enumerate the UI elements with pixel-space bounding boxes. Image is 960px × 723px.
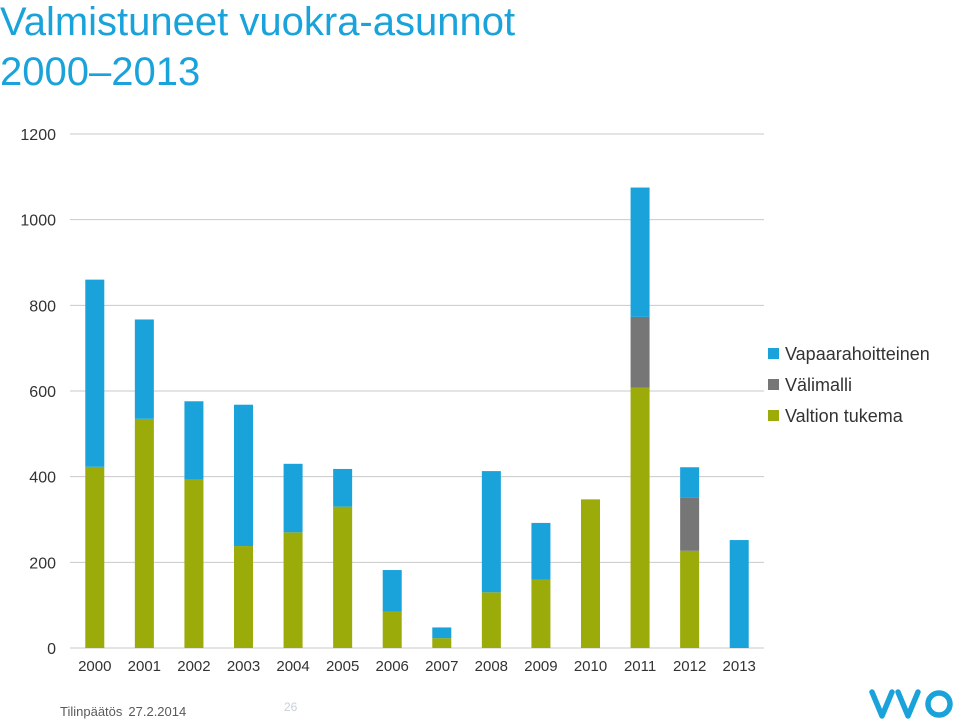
bar-segment <box>481 592 501 648</box>
y-tick-label: 600 <box>29 384 56 401</box>
bar-segment <box>432 627 452 639</box>
gridlines <box>70 133 764 649</box>
legend-label: Vapaarahoitteinen <box>785 344 930 364</box>
bar-segment <box>630 387 650 648</box>
bars <box>85 187 749 648</box>
bar-segment <box>481 471 501 593</box>
bar-segment <box>85 279 105 467</box>
legend-swatch <box>768 379 779 390</box>
vvo-logo <box>869 689 953 719</box>
bar-segment <box>531 522 551 580</box>
bar-segment <box>382 611 402 648</box>
bar-segment <box>680 497 700 551</box>
x-tick-label: 2012 <box>673 658 706 675</box>
y-tick-label: 800 <box>29 298 56 315</box>
bar-segment <box>382 570 402 612</box>
chart-title-line1: Valmistuneet vuokra-asunnot <box>0 0 516 44</box>
legend-label: Valtion tukema <box>785 406 904 426</box>
bar-segment <box>680 550 700 648</box>
x-tick-label: 2002 <box>177 658 210 675</box>
x-tick-label: 2006 <box>376 658 409 675</box>
x-tick-label: 2013 <box>723 658 756 675</box>
y-tick-label: 400 <box>29 470 56 487</box>
y-tick-label: 200 <box>29 555 56 572</box>
legend-label: Välimalli <box>785 375 852 395</box>
y-tick-label: 1200 <box>20 127 56 144</box>
logo-v1-shape <box>869 689 895 719</box>
y-axis-ticks: 0 200 400 600 800 1000 1200 <box>20 127 56 658</box>
bar-segment <box>283 463 303 533</box>
bar-segment <box>680 467 700 498</box>
x-tick-label: 2003 <box>227 658 260 675</box>
x-tick-label: 2011 <box>624 658 656 675</box>
x-tick-label: 2009 <box>524 658 557 675</box>
bar-segment <box>234 404 253 547</box>
y-tick-label: 0 <box>47 641 56 658</box>
y-tick-label: 1000 <box>20 213 56 230</box>
bar-segment <box>630 187 650 317</box>
x-tick-label: 2008 <box>475 658 508 675</box>
x-tick-label: 2001 <box>128 658 161 675</box>
bar-segment <box>283 532 303 648</box>
chart-title-line2: 2000–2013 <box>0 50 201 94</box>
x-tick-label: 2010 <box>574 658 607 675</box>
bar-segment <box>134 418 154 648</box>
x-tick-label: 2000 <box>78 658 111 675</box>
bar-segment <box>184 479 204 648</box>
bar-segment <box>729 540 749 648</box>
legend-swatch <box>768 410 779 421</box>
footer-label-text: Tilinpäätös <box>60 704 123 719</box>
bar-segment <box>85 466 105 648</box>
bar-segment <box>234 546 253 648</box>
bar-segment <box>581 499 600 648</box>
bar-segment <box>333 468 353 507</box>
legend-swatch <box>768 348 779 359</box>
bar-segment <box>134 319 154 419</box>
bar-segment <box>432 638 452 648</box>
footer-date: 27.2.2014 <box>128 704 187 719</box>
bar-segment <box>333 506 353 648</box>
footer-label: Tilinpäätös 27.2.2014 <box>60 704 192 719</box>
logo-o-shape <box>925 690 953 718</box>
x-axis-ticks: 2000 2001 2002 2003 2004 2005 2006 2007 2008 2009… <box>78 658 756 675</box>
logo-v2-shape <box>895 689 921 719</box>
legend: Vapaarahoitteinen Välimalli Valtion tukema <box>768 344 930 426</box>
x-tick-label: 2005 <box>326 658 359 675</box>
x-tick-label: 2007 <box>425 658 458 675</box>
x-tick-label: 2004 <box>276 658 309 675</box>
page-number: 26 <box>284 700 298 714</box>
bar-segment <box>184 401 204 480</box>
bar-segment <box>630 316 650 388</box>
bar-segment <box>531 579 551 648</box>
